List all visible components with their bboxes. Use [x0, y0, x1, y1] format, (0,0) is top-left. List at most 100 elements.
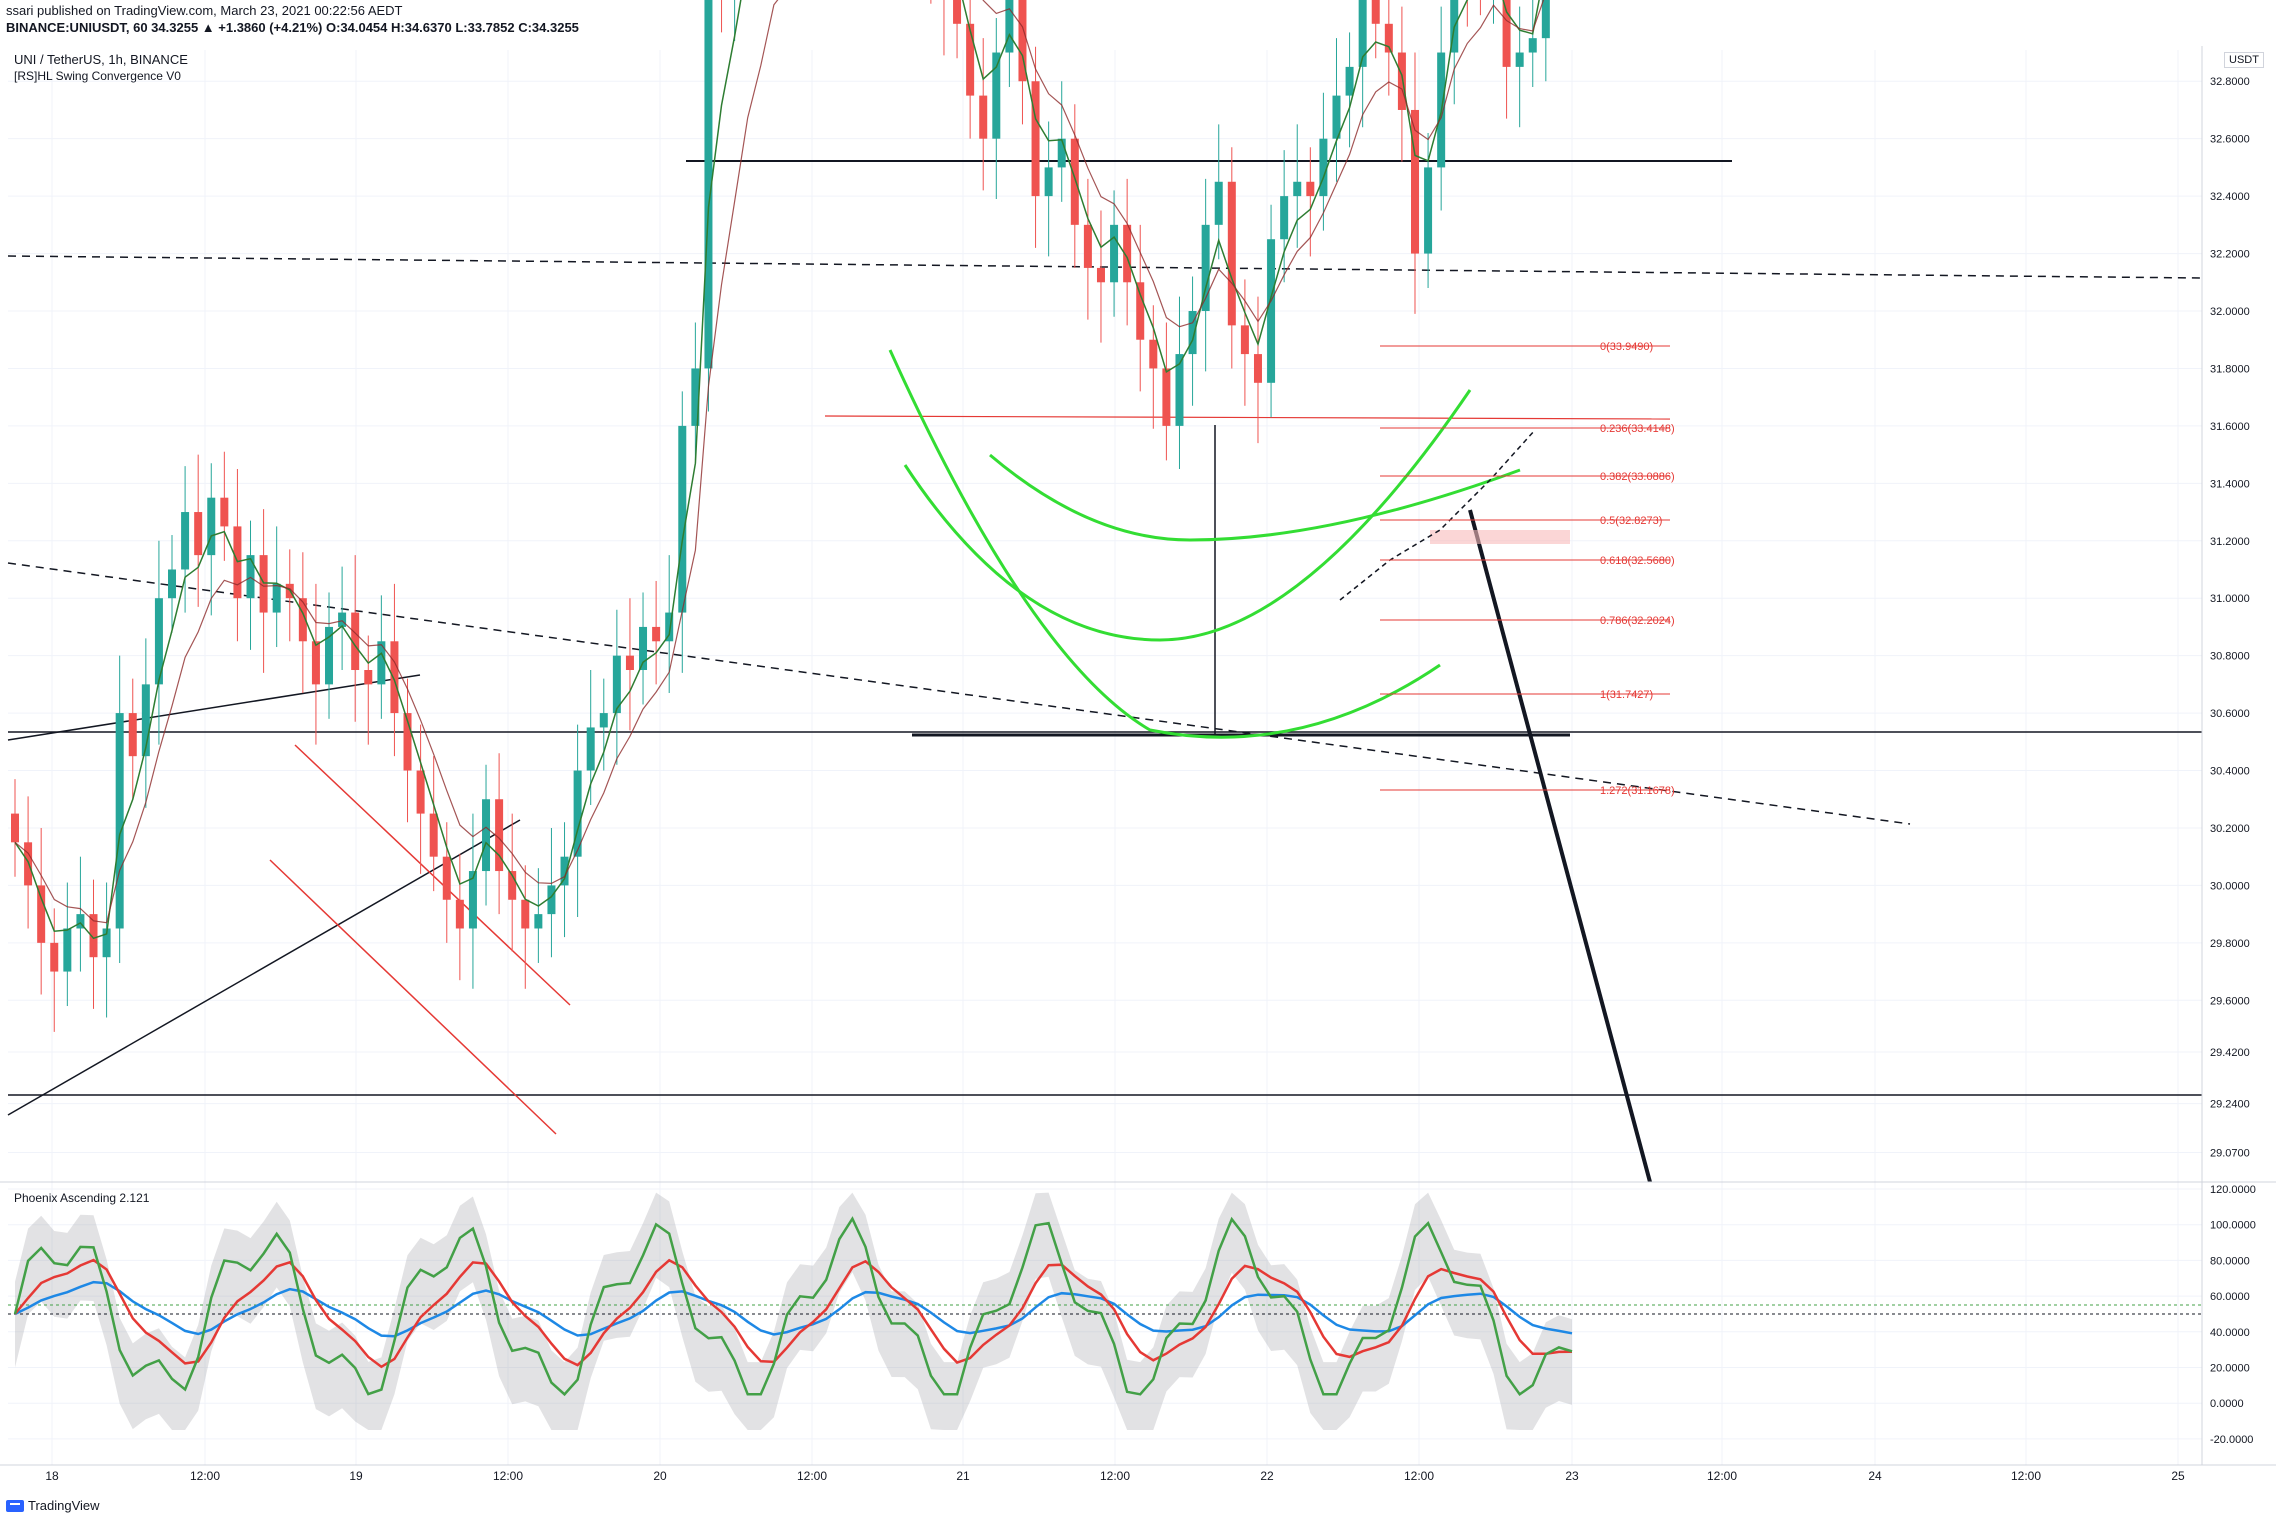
candle-body: [76, 914, 85, 929]
time-tick-label: 24: [1868, 1469, 1882, 1483]
time-tick-label: 19: [349, 1469, 363, 1483]
candle-body: [1358, 0, 1367, 67]
candle-body: [1371, 0, 1380, 24]
tradingview-logo-icon: [6, 1499, 24, 1512]
candle-body: [1306, 181, 1315, 197]
candle-body: [1515, 52, 1524, 67]
candle-body: [351, 612, 360, 671]
candle-body: [364, 670, 373, 685]
candle-body: [207, 497, 216, 556]
candle-body: [194, 512, 203, 556]
candle-body: [141, 684, 150, 757]
price-tick-label: 32.8000: [2210, 76, 2250, 88]
time-tick-label: 12:00: [190, 1469, 220, 1483]
projection-line: [1468, 509, 1652, 1183]
fast-ma-line: [14, 0, 1540, 940]
time-tick-label: 12:00: [797, 1469, 827, 1483]
candle-body: [1332, 95, 1341, 139]
currency-label[interactable]: USDT: [2224, 52, 2264, 68]
osc-tick-label: 120.0000: [2210, 1184, 2256, 1196]
candle-body: [534, 914, 543, 929]
candle-body: [652, 626, 661, 642]
upper-wedge-line: [7, 674, 421, 741]
candle-body: [338, 612, 347, 627]
candle-body: [953, 0, 962, 24]
candle-body: [1096, 267, 1105, 283]
candle-body: [625, 655, 634, 671]
candle-body: [1528, 38, 1537, 53]
time-tick-label: 22: [1260, 1469, 1274, 1483]
candle-body: [599, 713, 608, 728]
pane-title[interactable]: UNI / TetherUS, 1h, BINANCE: [14, 52, 188, 67]
candle-body: [128, 713, 137, 757]
candle-body: [272, 583, 281, 613]
price-tick-label: 32.4000: [2210, 191, 2250, 203]
candle-body: [992, 52, 1001, 139]
indicator-name[interactable]: [RS]HL Swing Convergence V0: [14, 69, 181, 83]
candle-body: [50, 942, 59, 972]
osc-blue-line: [14, 1280, 1573, 1338]
cup-curve-lower: [888, 349, 1441, 739]
moving-averages: [14, 0, 1545, 940]
candle-body: [966, 23, 975, 96]
time-tick-label: 20: [653, 1469, 667, 1483]
trend-drawings: [7, 160, 2203, 1183]
candle-body: [102, 928, 111, 958]
price-tick-label: 32.2000: [2210, 249, 2250, 261]
price-tick-label: 30.2000: [2210, 823, 2250, 835]
fib-level-label: 0(33.9490): [1600, 341, 1653, 353]
price-tick-label: 32.6000: [2210, 134, 2250, 146]
price-tick-label: 29.6000: [2210, 995, 2250, 1007]
candle-body: [1083, 224, 1092, 268]
oscillator-band: [15, 1192, 1572, 1430]
candle-body: [1018, 0, 1027, 82]
candle-body: [1253, 354, 1262, 383]
candle-body: [586, 727, 595, 771]
candle-body: [573, 770, 582, 857]
osc-tick-label: -20.0000: [2210, 1434, 2253, 1446]
candle-body: [1201, 224, 1210, 312]
candle-body: [1123, 224, 1132, 283]
candle-body: [665, 612, 674, 642]
candle-body: [1319, 138, 1328, 197]
candle-body: [154, 598, 163, 685]
candle-body: [11, 813, 19, 843]
candle-body: [1410, 109, 1419, 254]
axes: 32.8000 32.6000 32.4000 32.2000 32.0000 31.80…: [0, 46, 2276, 1483]
oscillator-lines: [8, 1216, 2202, 1397]
lower-wedge-line: [7, 819, 521, 1116]
time-tick-label: 12:00: [1100, 1469, 1130, 1483]
osc-red-line: [14, 1258, 1573, 1369]
candle-body: [1031, 81, 1040, 197]
candle-body: [416, 770, 425, 814]
candle-body: [390, 641, 399, 714]
osc-tick-label: 60.0000: [2210, 1291, 2250, 1303]
candle-body: [1541, 0, 1550, 39]
candle-body: [1397, 52, 1406, 110]
candle-body: [1070, 138, 1079, 225]
candle-body: [455, 899, 464, 929]
price-tick-label: 30.6000: [2210, 708, 2250, 720]
candle-body: [1110, 224, 1119, 283]
candle-body: [246, 555, 255, 599]
price-tick-label: 30.8000: [2210, 651, 2250, 663]
branding-text: TradingView: [28, 1498, 100, 1513]
candle-body: [37, 885, 46, 943]
price-tick-label: 31.2000: [2210, 536, 2250, 548]
candle-body: [1149, 339, 1158, 369]
osc-green-line: [13, 1216, 1573, 1397]
fib-level-label: 0.236(33.4148): [1600, 423, 1675, 435]
branding[interactable]: TradingView: [6, 1498, 100, 1513]
price-tick-label: 29.4200: [2210, 1047, 2250, 1059]
candle-body: [259, 555, 268, 613]
candle-body: [521, 899, 530, 929]
price-tick-label: 31.8000: [2210, 363, 2250, 375]
osc-tick-label: 80.0000: [2210, 1255, 2250, 1267]
time-tick-label: 12:00: [1707, 1469, 1737, 1483]
cup-curve-middle: [903, 389, 1472, 642]
candle-body: [442, 856, 451, 900]
candle-body: [1227, 181, 1236, 326]
oscillator-name[interactable]: Phoenix Ascending 2.121: [14, 1191, 150, 1205]
time-tick-label: 12:00: [1404, 1469, 1434, 1483]
